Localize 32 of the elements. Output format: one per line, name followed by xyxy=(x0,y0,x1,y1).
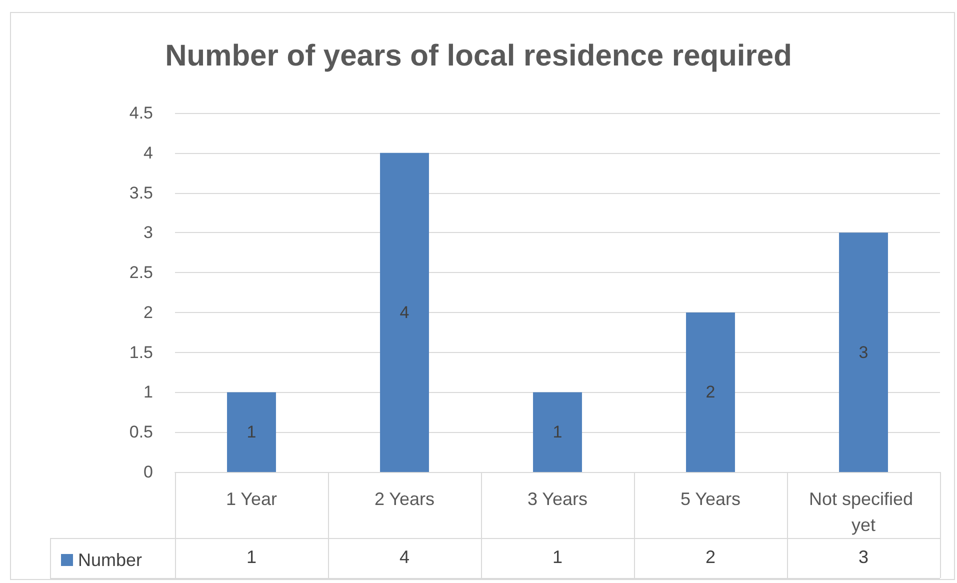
y-tick-label: 2.5 xyxy=(129,263,153,282)
bar xyxy=(227,392,276,472)
x-tick-label: 5 Years xyxy=(680,489,741,509)
data-label: 1 xyxy=(245,547,258,568)
x-tick-label: 1 Year xyxy=(226,489,278,509)
bar xyxy=(839,232,888,472)
y-tick-label: 4.5 xyxy=(129,104,153,122)
y-tick-label: 3.5 xyxy=(129,183,153,202)
y-tick-label: 4 xyxy=(144,143,153,162)
text: 1 xyxy=(552,422,562,442)
y-tick-label: 3 xyxy=(144,223,153,242)
x-tick-label: Not specified yet xyxy=(808,489,918,535)
y-tick-label: 2 xyxy=(144,302,153,322)
data-label: 3 xyxy=(857,547,870,568)
data-label: 2 xyxy=(704,547,716,568)
bar xyxy=(380,152,429,472)
x-tick-label: 2 Years xyxy=(374,489,435,509)
text: 2 xyxy=(706,382,716,402)
chart-title: Number of years of local residence required xyxy=(165,40,792,72)
legend-label: Number xyxy=(78,550,142,570)
bar xyxy=(686,312,735,472)
y-tick-label: 1 xyxy=(144,382,153,402)
data-label: 4 xyxy=(398,547,410,568)
data-label: 1 xyxy=(551,547,564,568)
y-tick-label: 1.5 xyxy=(129,342,153,362)
text: 3 xyxy=(858,342,868,362)
y-tick-label: 0.5 xyxy=(129,422,153,442)
bar xyxy=(533,392,582,472)
text: 1 xyxy=(246,422,256,442)
x-tick-label: 3 Years xyxy=(527,489,588,509)
text: 4 xyxy=(400,302,410,322)
y-tick-label: 0 xyxy=(144,462,153,482)
